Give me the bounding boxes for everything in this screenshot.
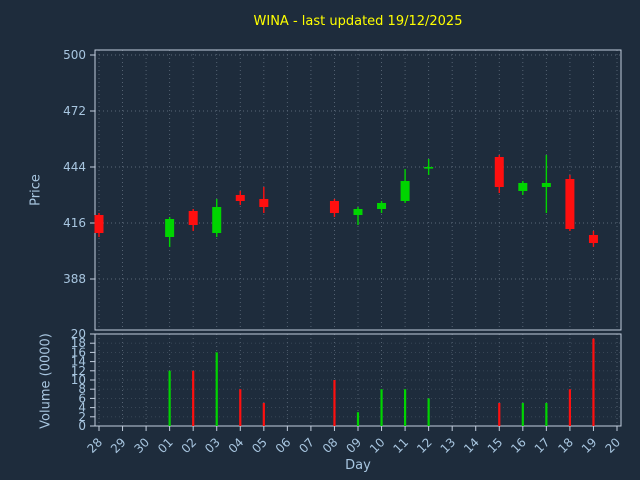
day-tick-label: 29 <box>108 435 129 456</box>
volume-bars <box>168 338 595 426</box>
volume-tick-label: 8 <box>78 382 86 396</box>
volume-tick-label: 4 <box>78 401 86 415</box>
day-tick-label: 03 <box>202 435 223 456</box>
day-tick-label: 11 <box>391 435 412 456</box>
day-tick-label: 05 <box>249 435 270 456</box>
price-panel-frame <box>94 49 622 331</box>
day-tick-label: 10 <box>367 435 388 456</box>
volume-tick-label: 2 <box>78 410 86 424</box>
day-tick-label: 28 <box>84 435 105 456</box>
candle-body <box>94 215 104 233</box>
day-tick-label: 17 <box>532 435 553 456</box>
volume-tick-label: 12 <box>71 364 86 378</box>
day-tick-label: 13 <box>438 435 459 456</box>
candle-body <box>212 207 222 233</box>
candle-body <box>588 235 598 243</box>
day-tick-label: 06 <box>273 435 294 456</box>
day-tick-label: 02 <box>179 435 200 456</box>
candle-body <box>259 199 269 207</box>
candle-body <box>188 211 198 225</box>
day-tick-label: 16 <box>508 435 529 456</box>
day-tick-label: 07 <box>296 435 317 456</box>
volume-tick-label: 6 <box>78 391 86 405</box>
day-tick-label: 09 <box>343 435 364 456</box>
volume-tick-label: 20 <box>71 327 86 341</box>
price-tick-label: 472 <box>63 104 86 118</box>
candle-body <box>565 179 575 229</box>
day-tick-label: 14 <box>461 435 482 456</box>
candle-body <box>518 183 528 191</box>
day-tick-label: 04 <box>226 435 247 456</box>
volume-tick-label: 0 <box>78 419 86 433</box>
candlesticks <box>94 155 598 247</box>
price-tick-label: 500 <box>63 48 86 62</box>
candle-body <box>165 219 175 237</box>
candle-body <box>494 157 504 187</box>
candle-body <box>353 209 363 215</box>
candle-body <box>541 183 551 187</box>
day-tick-label: 01 <box>155 435 176 456</box>
candle-body <box>400 181 410 201</box>
day-tick-label: 30 <box>132 435 153 456</box>
volume-tick-label: 16 <box>71 345 86 359</box>
candle-body <box>424 167 434 169</box>
candle-body <box>377 203 387 209</box>
price-tick-label: 444 <box>63 160 86 174</box>
day-tick-label: 15 <box>485 435 506 456</box>
volume-tick-label: 18 <box>71 336 86 350</box>
volume-tick-label: 10 <box>71 373 86 387</box>
day-tick-label: 12 <box>414 435 435 456</box>
candle-body <box>329 201 339 213</box>
price-tick-label: 388 <box>63 272 86 286</box>
volume-tick-label: 14 <box>71 355 86 369</box>
day-tick-label: 08 <box>320 435 341 456</box>
price-tick-label: 416 <box>63 216 86 230</box>
gridlines <box>95 50 621 427</box>
candle-body <box>235 195 245 201</box>
day-tick-label: 20 <box>602 435 623 456</box>
day-tick-label: 19 <box>579 435 600 456</box>
day-tick-label: 18 <box>555 435 576 456</box>
chart-title: WINA - last updated 19/12/2025 <box>253 14 463 29</box>
day-axis-label: Day <box>345 458 371 473</box>
